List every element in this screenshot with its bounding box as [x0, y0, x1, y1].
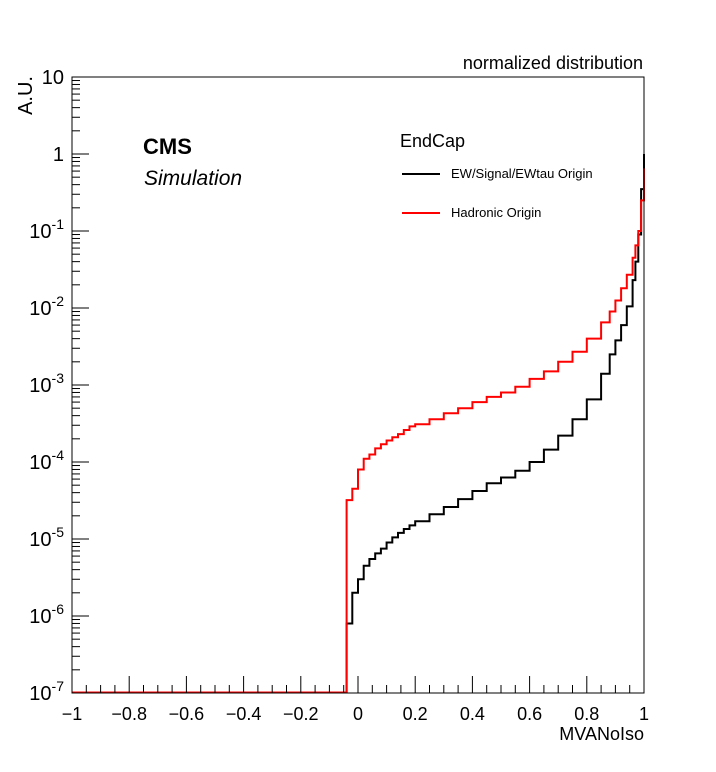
x-tick-label: −0.6	[169, 704, 205, 724]
legend-entry-label: EW/Signal/EWtau Origin	[451, 166, 593, 181]
series-line	[72, 154, 645, 694]
legend-header: EndCap	[400, 131, 465, 151]
simulation-label: Simulation	[144, 167, 242, 190]
y-tick-label: 10-7	[29, 678, 64, 705]
y-tick-label: 10-6	[29, 601, 64, 628]
chart-title: normalized distribution	[463, 53, 643, 73]
y-tick-label: 10-2	[29, 293, 64, 320]
x-tick-label: 0.2	[403, 704, 428, 724]
series-line	[72, 168, 645, 694]
y-tick-label: 10-5	[29, 524, 64, 551]
cms-label: CMS	[143, 134, 192, 159]
legend: EndCap EW/Signal/EWtau Origin Hadronic Or…	[400, 131, 593, 220]
y-axis-label: A.U.	[15, 76, 37, 115]
plot-frame	[71, 76, 645, 694]
x-tick-label: −0.4	[226, 704, 262, 724]
x-axis: −1 −0.8 −0.6 −0.4 −0.2 0 0.2 0.4 0.6 0.8 1	[62, 676, 649, 724]
x-tick-label: −0.2	[283, 704, 319, 724]
y-tick-label: 10-1	[29, 216, 64, 243]
y-tick-label: 10-4	[29, 447, 64, 474]
y-axis: 10-7 10-6 10-5 10-4 10-3 10-2 10-1 1 10	[29, 67, 89, 705]
x-tick-label: 0.6	[517, 704, 542, 724]
x-axis-label: MVANoIso	[559, 724, 644, 744]
y-tick-label: 10-3	[29, 370, 64, 397]
series-layer	[72, 154, 645, 694]
x-tick-label: −0.8	[111, 704, 147, 724]
legend-entry-label: Hadronic Origin	[451, 205, 541, 220]
x-tick-label: 0.8	[574, 704, 599, 724]
y-tick-label: 1	[53, 144, 64, 166]
x-tick-label: 0.4	[460, 704, 485, 724]
x-tick-label: 0	[353, 704, 363, 724]
x-tick-label: −1	[62, 704, 83, 724]
x-tick-label: 1	[639, 704, 649, 724]
y-tick-label: 10	[42, 67, 64, 89]
